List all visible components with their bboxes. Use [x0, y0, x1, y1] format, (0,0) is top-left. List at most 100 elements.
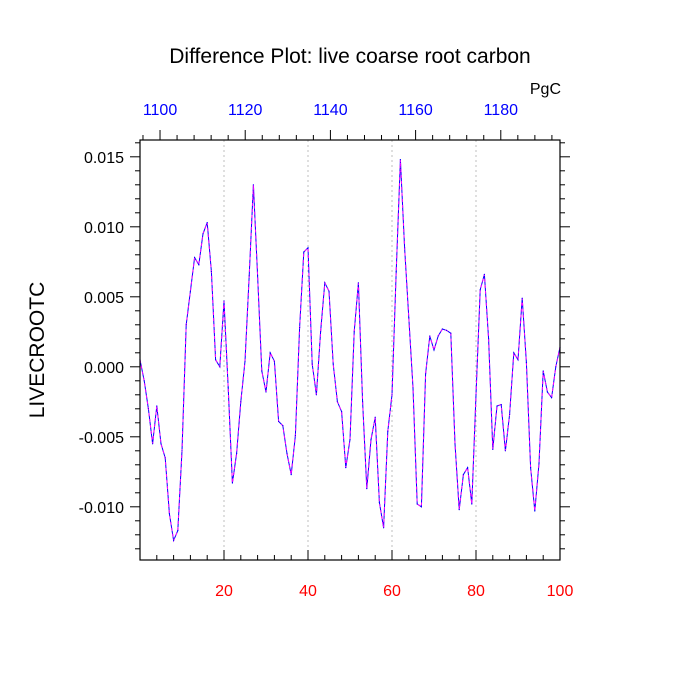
data-point: [399, 159, 401, 161]
data-point: [555, 366, 557, 368]
data-point: [282, 425, 284, 427]
x-tick-label: 40: [299, 583, 317, 600]
data-point: [433, 349, 435, 351]
data-point: [391, 394, 393, 396]
x-tick-label: 100: [547, 583, 574, 600]
data-point: [546, 391, 549, 393]
data-point: [341, 411, 343, 413]
y-tick-label: -0.005: [79, 430, 124, 447]
data-point: [236, 453, 238, 455]
data-point: [395, 271, 397, 273]
data-point: [538, 462, 540, 464]
data-point: [534, 510, 536, 512]
x-tick-label: 80: [467, 583, 485, 600]
data-point: [353, 331, 355, 333]
data-point: [294, 434, 296, 436]
data-point: [278, 420, 280, 422]
data-point: [320, 331, 322, 333]
data-point: [185, 324, 187, 326]
data-point: [441, 328, 443, 330]
data-point: [525, 362, 528, 364]
data-point: [290, 474, 292, 476]
data-point: [194, 257, 196, 259]
data-point: [173, 539, 175, 542]
y-axis-label: LIVECROOTC: [26, 282, 49, 419]
chart-title: Difference Plot: live coarse root carbon: [169, 45, 530, 68]
data-point: [315, 394, 317, 396]
data-point: [252, 184, 254, 186]
data-point: [303, 251, 305, 253]
data-point: [479, 289, 481, 291]
data-point: [248, 275, 250, 277]
data-point: [496, 405, 498, 407]
data-point: [168, 513, 170, 515]
data-point: [471, 503, 473, 505]
data-point: [261, 370, 263, 372]
data-point: [210, 271, 212, 273]
data-point: [231, 482, 233, 484]
y-tick-label: -0.010: [79, 500, 124, 517]
x-tick-label: 20: [215, 583, 233, 600]
grid-lines: [223, 140, 477, 560]
data-point: [189, 290, 191, 292]
data-point: [147, 408, 149, 410]
series-line-dash-0: [139, 159, 561, 543]
data-point: [357, 282, 359, 284]
plot-frame: [139, 139, 561, 561]
data-point: [416, 503, 418, 505]
data-point: [311, 363, 313, 365]
data-point: [513, 352, 515, 354]
data-point: [483, 273, 485, 275]
data-point: [240, 401, 242, 403]
axes: 20 40 60 80 100 1100 1120 1140 1160 1180 0.015 0.01…: [79, 102, 574, 600]
data-point: [412, 387, 414, 389]
data-point: [370, 439, 372, 441]
data-point: [345, 467, 347, 469]
data-point: [504, 450, 506, 452]
data-point: [521, 297, 523, 299]
top-tick-label: 1180: [484, 102, 519, 119]
data-point: [223, 300, 225, 302]
data-point: [273, 360, 275, 362]
top-tick-label: 1140: [313, 102, 348, 119]
data-point: [332, 363, 334, 365]
data-point: [336, 401, 338, 403]
y-tick-label: 0.005: [84, 290, 124, 307]
y-tick-label: 0.010: [84, 220, 124, 237]
data-point: [530, 467, 532, 469]
data-point: [307, 247, 309, 249]
data-point: [269, 352, 271, 354]
data-point: [404, 247, 406, 249]
data-point: [349, 439, 351, 441]
data-point: [299, 327, 301, 329]
data-point: [198, 264, 200, 266]
data-point: [454, 443, 456, 445]
data-point: [160, 443, 162, 445]
data-point: [324, 282, 326, 284]
data-point: [488, 338, 490, 340]
data-point: [509, 413, 511, 415]
series-line-0: [139, 159, 561, 543]
data-point: [265, 391, 267, 393]
data-point: [542, 370, 544, 372]
data-point: [475, 394, 477, 396]
data-point: [215, 359, 217, 361]
data-point: [164, 457, 166, 459]
data-point: [383, 527, 385, 529]
data-point: [227, 387, 229, 389]
data-point: [467, 467, 469, 469]
data-point: [437, 335, 439, 337]
data-point: [429, 335, 431, 337]
data-point: [492, 448, 494, 450]
top-axis-units-label: PgC: [530, 81, 561, 98]
top-tick-label: 1100: [143, 102, 178, 119]
data-point: [517, 359, 519, 361]
data-point: [450, 332, 452, 334]
data-point: [500, 404, 502, 406]
data-point: [156, 405, 158, 407]
data-point: [143, 380, 145, 382]
data-point: [374, 416, 376, 418]
x-tick-label: 60: [383, 583, 401, 600]
data-point: [244, 360, 246, 362]
data-point: [219, 366, 221, 368]
